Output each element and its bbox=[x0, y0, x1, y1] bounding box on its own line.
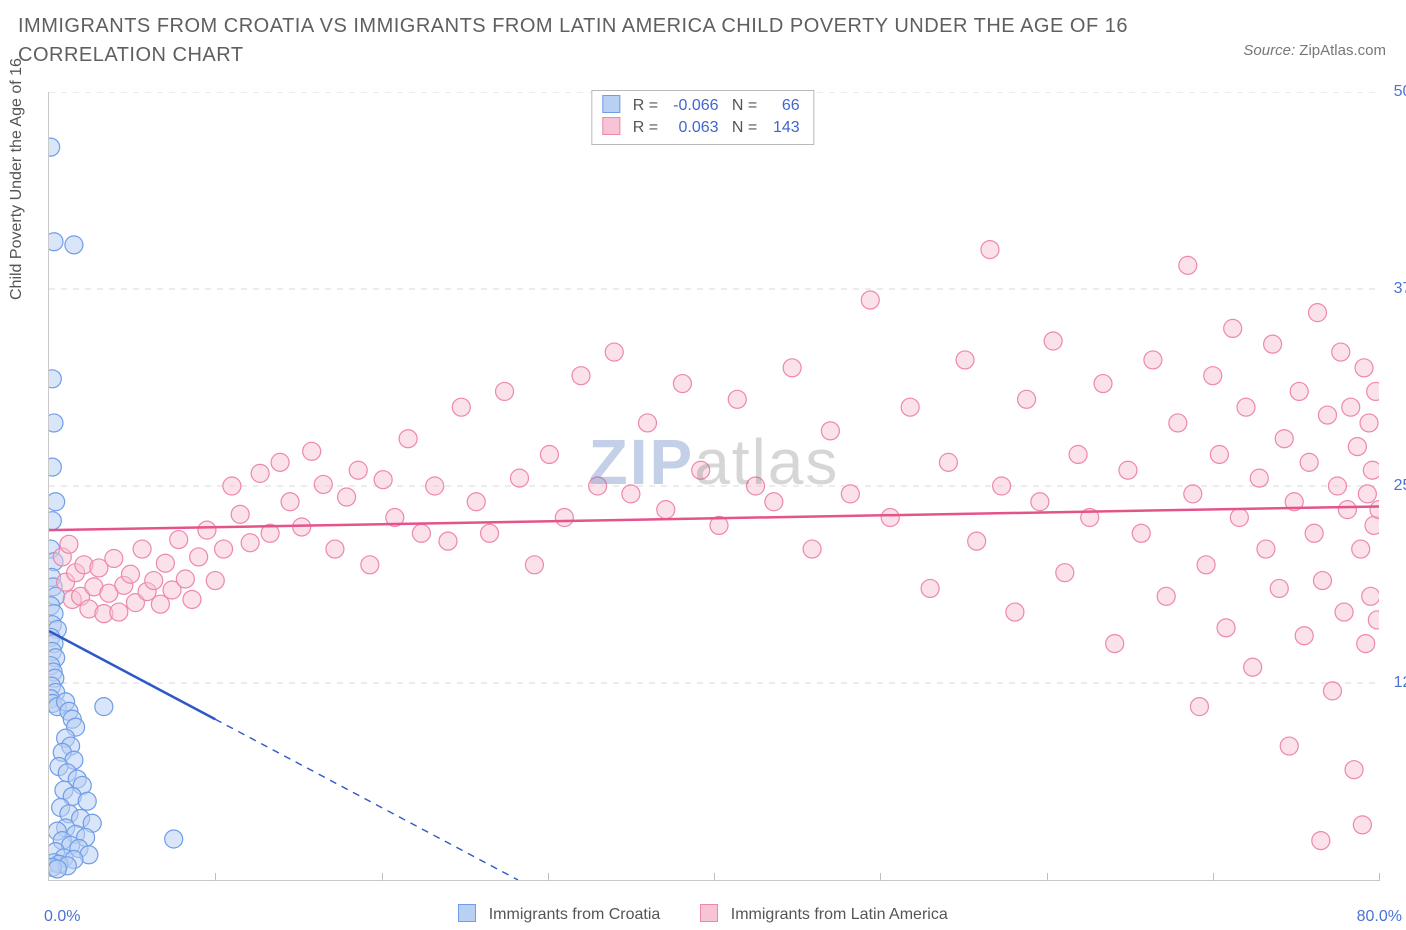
corr-row-latin: R = 0.063 N = 143 bbox=[602, 117, 799, 139]
x-tick-mark bbox=[1047, 873, 1048, 881]
y-tick-label: 50.0% bbox=[1383, 83, 1406, 101]
legend-item-latin: Immigrants from Latin America bbox=[700, 904, 947, 924]
x-tick-mark bbox=[548, 873, 549, 881]
chart-title: IMMIGRANTS FROM CROATIA VS IMMIGRANTS FR… bbox=[18, 12, 1138, 70]
y-tick-label: 12.5% bbox=[1383, 674, 1406, 692]
x-tick-mark bbox=[880, 873, 881, 881]
y-tick-label: 37.5% bbox=[1383, 280, 1406, 298]
corr-r-latin: 0.063 bbox=[663, 117, 719, 139]
y-tick-label: 25.0% bbox=[1383, 477, 1406, 495]
swatch-latin bbox=[602, 117, 620, 135]
legend-label-croatia: Immigrants from Croatia bbox=[489, 906, 661, 923]
series-legend: Immigrants from Croatia Immigrants from … bbox=[0, 904, 1406, 924]
corr-r-croatia: -0.066 bbox=[663, 95, 719, 117]
legend-swatch-croatia bbox=[458, 904, 476, 922]
source-label: Source: bbox=[1243, 42, 1295, 59]
x-tick-mark bbox=[215, 873, 216, 881]
corr-row-croatia: R = -0.066 N = 66 bbox=[602, 95, 799, 117]
x-tick-mark bbox=[714, 873, 715, 881]
x-tick-mark bbox=[382, 873, 383, 881]
legend-swatch-latin bbox=[700, 904, 718, 922]
corr-n-croatia: 66 bbox=[762, 95, 800, 117]
legend-item-croatia: Immigrants from Croatia bbox=[458, 904, 660, 924]
source-citation: Source: ZipAtlas.com bbox=[1243, 42, 1386, 59]
x-tick-mark bbox=[1379, 873, 1380, 881]
legend-label-latin: Immigrants from Latin America bbox=[731, 906, 948, 923]
x-tick-mark bbox=[1213, 873, 1214, 881]
corr-n-latin: 143 bbox=[762, 117, 800, 139]
swatch-croatia bbox=[602, 95, 620, 113]
plot-svg bbox=[49, 92, 1379, 880]
source-value: ZipAtlas.com bbox=[1299, 42, 1386, 59]
y-axis-label: Child Poverty Under the Age of 16 bbox=[8, 58, 26, 300]
scatter-chart: ZIPatlas 12.5%25.0%37.5%50.0% bbox=[48, 92, 1379, 881]
correlation-legend: R = -0.066 N = 66 R = 0.063 N = 143 bbox=[591, 90, 814, 145]
